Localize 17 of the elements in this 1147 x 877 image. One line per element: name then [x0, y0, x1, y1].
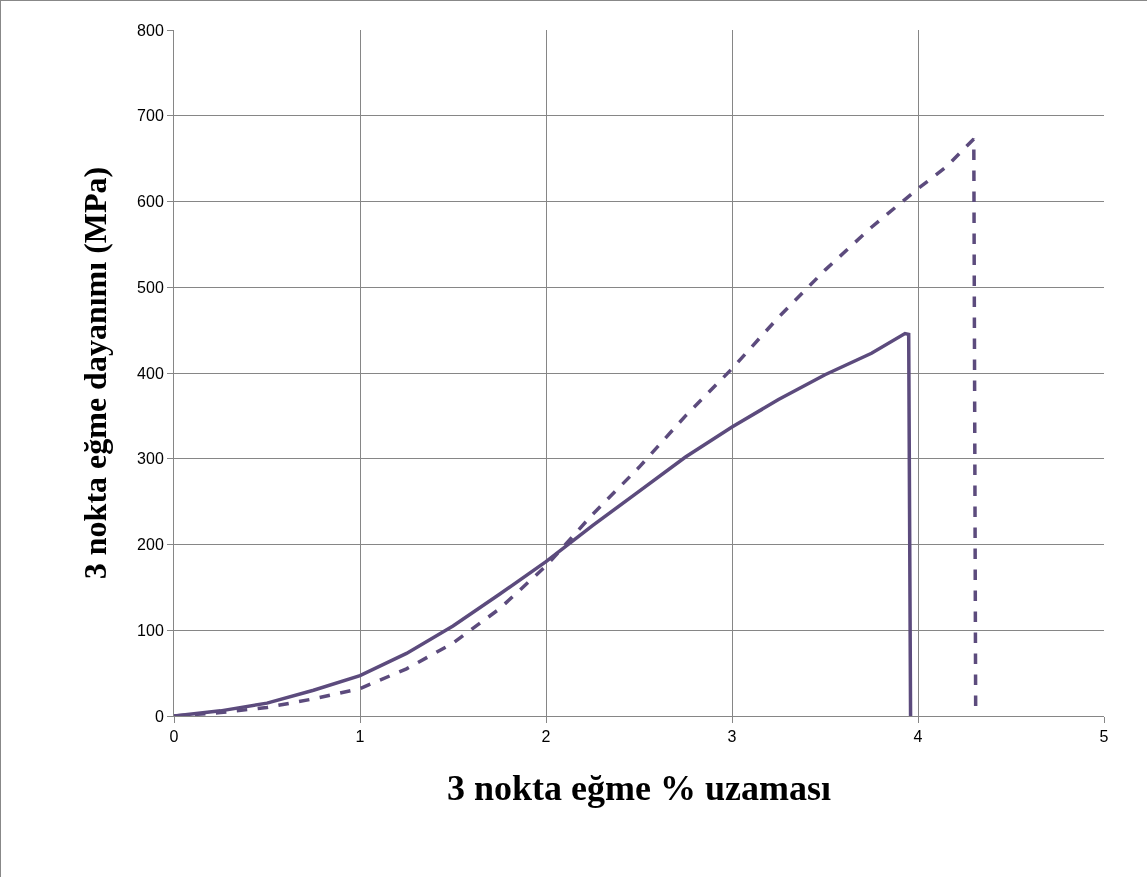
y-tick-label: 800	[137, 21, 164, 39]
x-axis-title: 3 nokta eğme % uzaması	[447, 767, 831, 808]
y-axis-title: 3 nokta eğme dayanımı (MPa)	[77, 166, 114, 580]
x-tick-label: 4	[913, 728, 923, 746]
y-tick-label: 600	[137, 193, 164, 211]
x-tick-label: 0	[169, 728, 179, 746]
y-tick-label: 100	[137, 621, 164, 639]
y-tick-label: 400	[137, 364, 164, 382]
y-tick-label: 500	[137, 278, 164, 296]
y-tick-label: 0	[154, 707, 164, 725]
x-tick-label: 3	[727, 728, 737, 746]
y-tick-label: 200	[137, 536, 164, 554]
x-tick-label: 2	[541, 728, 551, 746]
x-tick-label: 5	[1099, 728, 1109, 746]
y-tick-label: 700	[137, 107, 164, 125]
x-tick-label: 1	[355, 728, 365, 746]
y-tick-label: 300	[137, 450, 164, 468]
